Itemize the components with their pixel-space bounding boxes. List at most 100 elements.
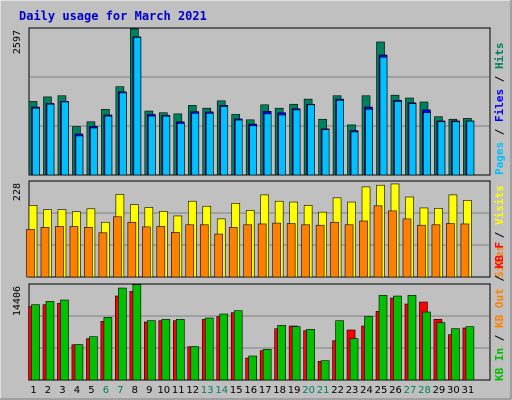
day-label-30: 30 <box>447 385 460 396</box>
sites-bar-3 <box>55 226 64 278</box>
sites-bar-9 <box>142 226 151 278</box>
chart-title: Daily usage for March 2021 <box>19 9 207 23</box>
sites-bar-23 <box>344 224 354 278</box>
day-label-17: 17 <box>259 385 272 396</box>
kbin-bar-19 <box>291 326 301 381</box>
sites-bar-1 <box>26 229 35 278</box>
legend-kb-in: KB In <box>493 348 506 381</box>
day-label-27: 27 <box>404 385 417 396</box>
pages-bar-18 <box>278 114 286 176</box>
day-label-3: 3 <box>59 385 65 396</box>
pages-bar-8 <box>133 37 142 176</box>
sites-bar-2 <box>40 227 50 278</box>
day-label-16: 16 <box>244 385 257 396</box>
sites-bar-28 <box>417 224 426 278</box>
day-label-10: 10 <box>157 385 170 396</box>
sites-bar-16 <box>243 224 252 278</box>
sites-bar-27 <box>402 218 412 278</box>
sites-bar-11 <box>171 232 180 278</box>
legend-kb-out: KB Out <box>493 288 506 328</box>
kbin-bar-22 <box>335 320 344 381</box>
day-label-7: 7 <box>117 385 123 396</box>
kbin-bar-25 <box>378 295 388 381</box>
pages-bar-7 <box>119 92 127 176</box>
kbin-bar-10 <box>161 319 171 381</box>
middle-bars <box>26 183 472 278</box>
middle-ymax-label: 228 <box>12 183 23 201</box>
legend-hits: Hits <box>493 43 506 70</box>
sites-bar-4 <box>69 226 79 278</box>
sites-bar-22 <box>330 221 339 278</box>
kbin-bar-23 <box>349 338 359 381</box>
pages-bar-30 <box>452 121 460 176</box>
day-label-14: 14 <box>215 385 228 396</box>
kbin-bar-12 <box>190 346 200 381</box>
kbin-bar-7 <box>118 287 127 381</box>
pages-bar-16 <box>249 125 257 176</box>
sites-bar-6 <box>98 232 108 278</box>
bottom-ymax-label: 14406 <box>12 286 23 316</box>
pages-bar-15 <box>234 119 243 176</box>
kbin-bar-24 <box>364 316 373 381</box>
kbin-bar-8 <box>132 284 142 381</box>
kbin-bar-9 <box>147 320 156 381</box>
kbin-bar-31 <box>465 326 475 381</box>
day-label-11: 11 <box>172 385 185 396</box>
legend-sites: Sites <box>493 245 506 278</box>
day-label-13: 13 <box>201 385 214 396</box>
sites-bar-20 <box>301 224 310 278</box>
middle-legend: Sites / Visits <box>493 185 506 278</box>
sites-bar-5 <box>84 227 93 278</box>
pages-bar-5 <box>90 127 98 176</box>
sites-bar-18 <box>272 222 281 278</box>
day-label-26: 26 <box>389 385 402 396</box>
day-label-19: 19 <box>288 385 301 396</box>
pages-bar-26 <box>394 101 402 176</box>
kbin-bar-21 <box>320 360 330 381</box>
sites-bar-8 <box>127 221 137 278</box>
kbin-bar-18 <box>277 325 286 381</box>
kbin-bar-11 <box>176 319 185 381</box>
day-label-28: 28 <box>418 385 431 396</box>
pages-bar-25 <box>379 56 388 176</box>
pages-bar-23 <box>350 131 359 176</box>
legend-visits: Visits <box>493 185 506 225</box>
pages-bar-21 <box>321 129 330 176</box>
kbin-bar-2 <box>45 301 55 381</box>
top-ymax-label: 2597 <box>12 30 23 54</box>
sites-bar-17 <box>257 223 267 278</box>
pages-bar-13 <box>205 113 214 176</box>
day-label-1: 1 <box>30 385 36 396</box>
legend-files: Files <box>493 89 506 122</box>
kbin-bar-6 <box>103 317 113 381</box>
pages-bar-14 <box>220 106 229 176</box>
pages-bar-4 <box>75 135 84 176</box>
day-label-4: 4 <box>74 385 80 396</box>
pages-bar-22 <box>336 99 344 176</box>
kbin-bar-14 <box>219 313 229 381</box>
sites-bar-7 <box>113 216 122 278</box>
kbin-bar-16 <box>248 355 257 381</box>
bottom-legend: KB In / KB Out / KB F <box>493 242 506 381</box>
day-label-6: 6 <box>103 385 109 396</box>
sites-bar-29 <box>431 224 441 278</box>
sites-bar-21 <box>315 224 325 278</box>
sites-bar-12 <box>185 224 195 278</box>
day-label-8: 8 <box>132 385 138 396</box>
legend-kb-f: KB F <box>493 242 506 269</box>
day-label-9: 9 <box>146 385 152 396</box>
kbin-bar-27 <box>407 295 417 381</box>
day-label-15: 15 <box>230 385 243 396</box>
day-label-2: 2 <box>45 385 51 396</box>
kbin-bar-29 <box>436 322 446 381</box>
sites-bar-26 <box>388 210 397 278</box>
top-legend: Pages / Files / Hits <box>493 43 506 176</box>
sites-bar-10 <box>156 226 166 278</box>
top-bars <box>28 28 475 176</box>
legend-pages: Pages <box>493 142 506 175</box>
pages-bar-19 <box>292 109 301 176</box>
kbin-bar-1 <box>31 304 40 381</box>
sites-bar-13 <box>199 224 209 278</box>
kbin-bar-5 <box>89 336 98 381</box>
